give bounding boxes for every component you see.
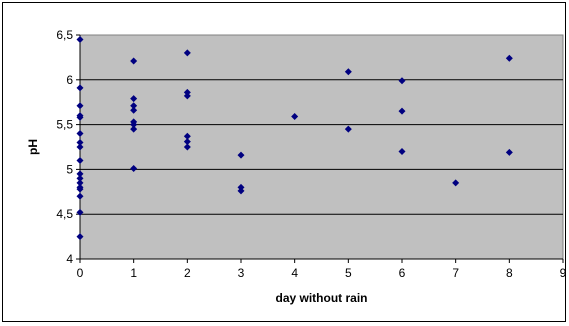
data-point [452,179,460,187]
data-point [76,185,84,193]
plot-area [79,34,564,260]
y-tick-label: 6 [66,73,73,87]
gridlines [80,79,563,215]
y-tick-label: 6,5 [56,28,73,42]
y-tick-label: 4,5 [56,207,73,221]
data-point [76,170,84,178]
data-point [76,102,84,110]
data-point [130,165,138,173]
data-point [76,208,84,216]
data-point [76,156,84,164]
y-tick-label: 4 [66,252,73,266]
data-point [344,125,352,133]
data-point [183,143,191,151]
x-tick-label: 3 [238,266,245,280]
data-point [505,54,513,62]
data-point [183,92,191,100]
data-point [76,143,84,151]
data-point [130,106,138,114]
x-tick-label: 2 [184,266,191,280]
data-point [76,179,84,187]
data-point [183,138,191,146]
data-point [183,88,191,96]
data-point [344,68,352,76]
data-point [505,148,513,156]
x-axis-label: day without rain [275,291,367,305]
x-tick-label: 8 [506,266,513,280]
data-point [76,174,84,182]
data-points [76,35,513,241]
data-point [237,151,245,159]
data-point [183,132,191,140]
data-point [130,95,138,103]
scatter-chart: 44,555,566,50 1 2 3 4 5 6 7 8 9 day without rain … [26,28,567,305]
data-point [398,147,406,155]
x-tick-label: 4 [291,266,298,280]
y-tick-label: 5,5 [56,118,73,132]
data-point [291,113,299,121]
x-tick-label: 5 [345,266,352,280]
data-point [76,84,84,92]
data-point [237,183,245,191]
data-point [398,107,406,115]
x-tick-label: 6 [399,266,406,280]
data-point [183,49,191,57]
y-tick-label: 5 [66,162,73,176]
data-point [398,77,406,85]
y-axis-label: pH [26,139,40,155]
x-tick-label: 9 [560,266,565,280]
data-point [130,121,138,129]
x-tick-label: 1 [130,266,137,280]
data-point [130,57,138,65]
tick-labels: 4 4,5 5 5,5 6 6,5 0 1 2 3 4 5 6 7 8 9 [56,28,566,280]
x-tick-label: 0 [77,266,84,280]
data-point [76,139,84,147]
data-point [76,192,84,200]
data-point [76,130,84,138]
data-point [76,35,84,43]
data-point [237,187,245,195]
data-point [130,125,138,133]
data-point [76,233,84,241]
data-point [76,113,84,121]
x-tick-label: 7 [452,266,459,280]
chart-frame: 4 4,5 5 5,5 6 6,5 0 1 2 3 4 5 6 7 8 9 day without rain … [2,2,567,322]
data-point [130,102,138,110]
